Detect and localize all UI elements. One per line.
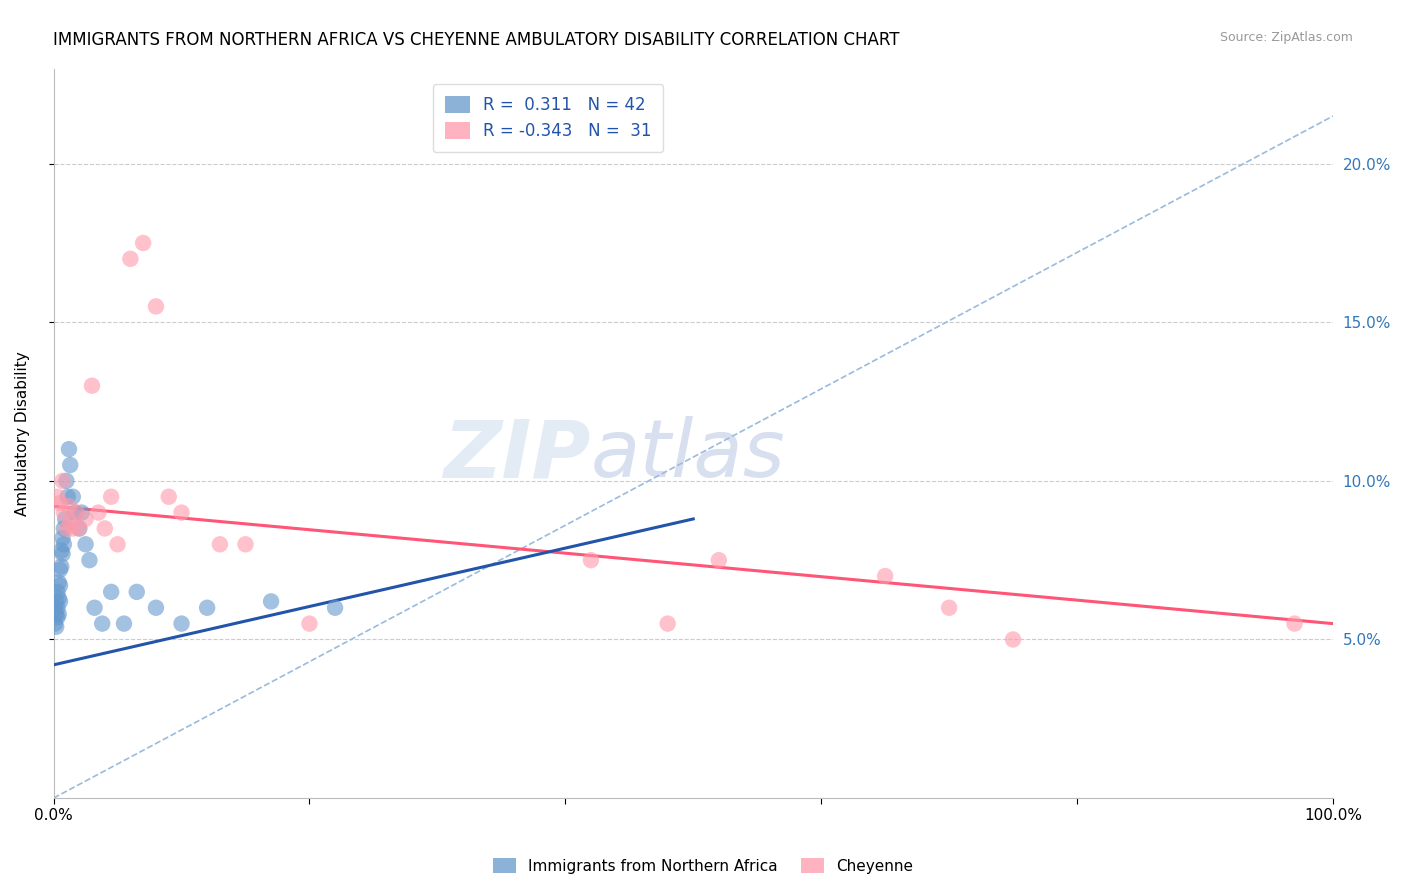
Legend: R =  0.311   N = 42, R = -0.343   N =  31: R = 0.311 N = 42, R = -0.343 N = 31 <box>433 84 664 153</box>
Point <box>51 531 73 545</box>
Point <box>112 616 135 631</box>
Point <box>49 563 72 577</box>
Point <box>51 559 73 574</box>
Point <box>58 442 80 457</box>
Point <box>51 547 73 561</box>
Point <box>938 600 960 615</box>
Point <box>1002 632 1025 647</box>
Point <box>125 585 148 599</box>
Point <box>45 594 67 608</box>
Point <box>48 591 70 606</box>
Point <box>65 506 87 520</box>
Point <box>51 474 73 488</box>
Point <box>100 585 122 599</box>
Point <box>67 521 90 535</box>
Point <box>66 506 89 520</box>
Point <box>132 235 155 250</box>
Point <box>44 600 66 615</box>
Point <box>55 474 77 488</box>
Point <box>62 490 84 504</box>
Point <box>75 512 97 526</box>
Point <box>100 490 122 504</box>
Point <box>208 537 231 551</box>
Point <box>48 607 70 621</box>
Point <box>94 521 117 535</box>
Point <box>120 252 142 266</box>
Point <box>79 553 101 567</box>
Point <box>45 620 67 634</box>
Point <box>91 616 114 631</box>
Legend: Immigrants from Northern Africa, Cheyenne: Immigrants from Northern Africa, Cheyenn… <box>486 852 920 880</box>
Point <box>195 600 218 615</box>
Y-axis label: Ambulatory Disability: Ambulatory Disability <box>15 351 30 516</box>
Point <box>59 458 82 472</box>
Point <box>49 578 72 592</box>
Point <box>145 600 167 615</box>
Point <box>49 496 72 510</box>
Point <box>70 506 93 520</box>
Point <box>707 553 730 567</box>
Point <box>46 585 69 599</box>
Point <box>87 506 110 520</box>
Point <box>55 521 77 535</box>
Point <box>46 610 69 624</box>
Point <box>145 300 167 314</box>
Point <box>80 378 103 392</box>
Point <box>59 515 82 529</box>
Point <box>52 537 75 551</box>
Point <box>107 537 129 551</box>
Point <box>53 512 76 526</box>
Point <box>260 594 283 608</box>
Text: Source: ZipAtlas.com: Source: ZipAtlas.com <box>1219 31 1353 45</box>
Point <box>44 616 66 631</box>
Point <box>235 537 257 551</box>
Text: IMMIGRANTS FROM NORTHERN AFRICA VS CHEYENNE AMBULATORY DISABILITY CORRELATION CH: IMMIGRANTS FROM NORTHERN AFRICA VS CHEYE… <box>53 31 900 49</box>
Point <box>875 569 897 583</box>
Point <box>48 575 70 590</box>
Point <box>46 600 69 615</box>
Point <box>44 607 66 621</box>
Point <box>51 543 73 558</box>
Point <box>62 521 84 535</box>
Point <box>657 616 679 631</box>
Point <box>170 506 193 520</box>
Point <box>58 500 80 514</box>
Point <box>45 607 67 621</box>
Point <box>75 537 97 551</box>
Point <box>52 521 75 535</box>
Point <box>323 600 346 615</box>
Point <box>579 553 602 567</box>
Point <box>298 616 321 631</box>
Point <box>56 490 79 504</box>
Point <box>157 490 180 504</box>
Point <box>49 594 72 608</box>
Point <box>83 600 105 615</box>
Point <box>1284 616 1306 631</box>
Point <box>46 490 69 504</box>
Text: atlas: atlas <box>591 417 786 494</box>
Point <box>170 616 193 631</box>
Point <box>52 506 75 520</box>
Point <box>67 521 90 535</box>
Text: ZIP: ZIP <box>443 417 591 494</box>
